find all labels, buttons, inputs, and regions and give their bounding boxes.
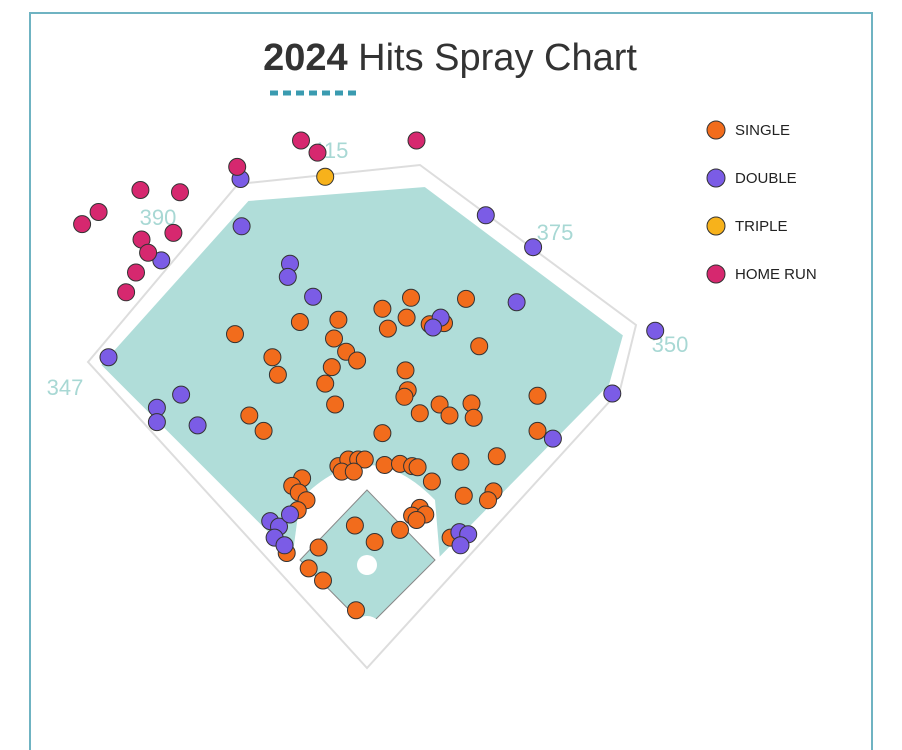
hit-dot	[348, 351, 367, 370]
hit-dot	[507, 293, 526, 312]
hit-dot	[232, 217, 251, 236]
hit-dot	[375, 456, 394, 474]
hit-dot	[476, 206, 495, 225]
hit-dot	[524, 238, 543, 257]
hit-dot	[325, 329, 343, 348]
hit-dot	[378, 319, 397, 338]
hit-dot	[290, 313, 309, 331]
home-plate-area	[351, 616, 383, 648]
distance-label: 347	[47, 375, 84, 400]
hit-dot	[152, 251, 171, 270]
hit-dot	[281, 505, 299, 524]
title-year: 2024	[263, 37, 348, 79]
hit-dot	[275, 536, 294, 555]
hit-dot	[543, 429, 562, 448]
hit-dot	[322, 358, 341, 377]
hit-dot	[396, 361, 415, 380]
hit-dot	[314, 571, 332, 590]
hit-dot	[329, 310, 348, 329]
hit-dot	[292, 131, 310, 150]
hit-dot	[422, 472, 441, 491]
hit-dot	[454, 486, 473, 505]
hit-dot	[373, 299, 392, 318]
hit-dot	[402, 288, 420, 307]
hit-dot	[127, 263, 145, 282]
hit-dot	[316, 167, 335, 186]
hit-dot	[365, 533, 384, 551]
legend-label: TRIPLE	[735, 218, 788, 235]
hit-dot	[440, 406, 459, 425]
hit-dot	[254, 421, 273, 440]
hit-dot	[240, 406, 259, 425]
hit-dot	[278, 267, 297, 286]
hit-dot	[464, 408, 483, 427]
hit-dot	[373, 424, 392, 443]
hit-dot	[316, 374, 335, 393]
hit-dot	[410, 404, 429, 423]
hit-dot	[226, 325, 244, 344]
hit-dot	[99, 348, 118, 367]
hit-dot	[147, 413, 166, 432]
hit-dot	[268, 365, 287, 384]
hit-dot	[326, 395, 345, 414]
hit-dot	[487, 447, 506, 466]
hit-dot	[344, 462, 363, 481]
hit-dot	[355, 450, 374, 469]
hit-dot	[309, 538, 328, 557]
legend-swatch	[706, 120, 726, 140]
hit-dot	[117, 283, 136, 302]
hit-dot	[228, 157, 247, 176]
legend-label: SINGLE	[735, 122, 790, 139]
mound	[357, 555, 377, 575]
legend-swatch	[706, 216, 726, 236]
hit-dot	[73, 215, 92, 234]
title-text: Hits Spray Chart	[358, 37, 637, 79]
hit-dot	[407, 511, 426, 529]
hit-dot	[304, 287, 323, 306]
hit-dot	[451, 536, 470, 555]
field	[86, 163, 638, 670]
hit-dot	[171, 183, 189, 202]
chart-title: 2024 Hits Spray Chart	[263, 37, 637, 79]
hit-dot	[172, 385, 191, 404]
hit-dot	[188, 416, 207, 435]
legend-swatch	[706, 168, 726, 188]
hit-dot	[451, 452, 470, 471]
hit-dot	[347, 601, 365, 620]
hit-dot	[308, 143, 327, 162]
distance-label: 375	[537, 220, 574, 245]
hit-dot	[299, 559, 318, 578]
hit-dot	[139, 243, 158, 262]
hit-dot	[397, 308, 416, 327]
hit-dot	[470, 337, 489, 356]
hit-dot	[164, 223, 183, 242]
hit-dot	[391, 520, 409, 539]
legend-label: HOME RUN	[735, 266, 817, 283]
hit-dot	[407, 131, 426, 150]
hit-dot	[479, 491, 497, 510]
hit-dot	[131, 181, 150, 199]
hit-dot	[345, 516, 364, 535]
hit-dot	[528, 421, 547, 440]
hit-dot	[395, 387, 414, 406]
hit-dot	[424, 318, 442, 337]
hit-dot	[263, 348, 282, 367]
hit-dot	[528, 386, 547, 405]
legend-label: DOUBLE	[735, 170, 797, 187]
hit-dot	[408, 458, 427, 477]
hit-dot	[603, 384, 622, 403]
hit-dot	[89, 203, 108, 221]
legend-swatch	[706, 264, 726, 284]
hit-dot	[646, 321, 665, 340]
hit-dot	[457, 289, 475, 308]
